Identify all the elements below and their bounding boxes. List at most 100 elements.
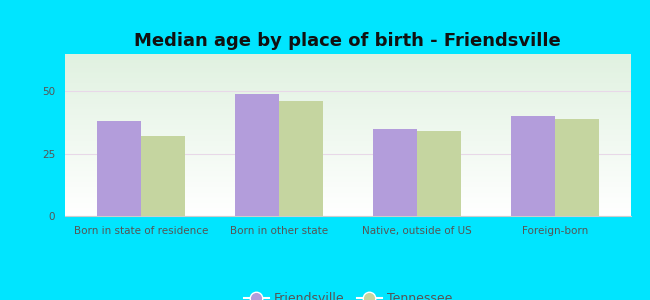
Bar <box>65 215 630 216</box>
Bar <box>65 205 630 206</box>
Bar <box>65 112 630 113</box>
Bar <box>65 183 630 184</box>
Bar <box>65 64 630 65</box>
Bar <box>65 93 630 94</box>
Bar <box>65 89 630 90</box>
Bar <box>65 133 630 134</box>
Bar <box>65 147 630 148</box>
Bar <box>65 62 630 63</box>
Bar <box>65 75 630 76</box>
Bar <box>65 92 630 93</box>
Bar <box>65 173 630 174</box>
Bar <box>65 146 630 147</box>
Bar <box>65 179 630 180</box>
Bar <box>65 79 630 80</box>
Bar <box>141 136 185 216</box>
Bar <box>65 143 630 144</box>
Bar <box>65 201 630 202</box>
Bar <box>65 109 630 110</box>
Bar <box>65 74 630 75</box>
Bar <box>65 136 630 137</box>
Bar <box>65 185 630 186</box>
Bar <box>65 58 630 59</box>
Bar <box>65 123 630 124</box>
Bar <box>510 116 554 216</box>
Bar <box>65 83 630 84</box>
Bar <box>65 163 630 164</box>
Bar <box>65 170 630 171</box>
Bar <box>65 182 630 183</box>
Bar <box>65 71 630 72</box>
Bar <box>65 192 630 193</box>
Bar <box>65 113 630 114</box>
Bar <box>65 56 630 57</box>
Bar <box>65 176 630 177</box>
Bar <box>65 128 630 129</box>
Bar <box>65 84 630 85</box>
Bar <box>65 104 630 105</box>
Bar <box>65 69 630 70</box>
Bar <box>65 90 630 91</box>
Bar <box>554 119 599 216</box>
Bar <box>65 209 630 210</box>
Bar <box>65 141 630 142</box>
Bar <box>65 95 630 96</box>
Bar <box>65 54 630 55</box>
Bar <box>65 65 630 66</box>
Bar <box>65 70 630 71</box>
Bar <box>65 200 630 201</box>
Bar <box>65 118 630 119</box>
Bar <box>65 116 630 117</box>
Bar <box>65 210 630 211</box>
Bar <box>65 181 630 182</box>
Bar <box>65 130 630 131</box>
Bar <box>65 177 630 178</box>
Bar <box>65 57 630 58</box>
Bar <box>65 76 630 77</box>
Bar <box>65 164 630 165</box>
Bar <box>65 203 630 204</box>
Bar <box>65 202 630 203</box>
Bar <box>65 61 630 62</box>
Bar <box>65 169 630 170</box>
Bar <box>65 114 630 115</box>
Bar <box>65 207 630 208</box>
Bar <box>65 212 630 213</box>
Bar <box>65 142 630 143</box>
Bar <box>65 213 630 214</box>
Bar <box>65 73 630 74</box>
Bar <box>65 101 630 102</box>
Bar <box>65 96 630 97</box>
Bar <box>65 189 630 190</box>
Bar <box>279 101 323 216</box>
Bar <box>65 63 630 64</box>
Bar <box>65 159 630 160</box>
Bar <box>65 81 630 82</box>
Bar <box>65 197 630 198</box>
Bar <box>65 77 630 78</box>
Bar <box>65 198 630 199</box>
Bar <box>65 211 630 212</box>
Bar <box>65 78 630 79</box>
Bar <box>97 121 141 216</box>
Bar <box>65 119 630 120</box>
Bar <box>65 171 630 172</box>
Bar <box>65 214 630 215</box>
Bar <box>65 204 630 205</box>
Bar <box>65 140 630 141</box>
Bar <box>65 132 630 133</box>
Bar <box>65 208 630 209</box>
Bar <box>65 127 630 128</box>
Bar <box>65 91 630 92</box>
Bar <box>65 100 630 101</box>
Bar <box>65 55 630 56</box>
Bar <box>65 152 630 153</box>
Bar <box>65 134 630 135</box>
Bar <box>65 168 630 169</box>
Bar <box>65 107 630 108</box>
Bar <box>65 167 630 168</box>
Bar <box>65 195 630 196</box>
Bar <box>65 154 630 155</box>
Bar <box>65 82 630 83</box>
Bar <box>65 60 630 61</box>
